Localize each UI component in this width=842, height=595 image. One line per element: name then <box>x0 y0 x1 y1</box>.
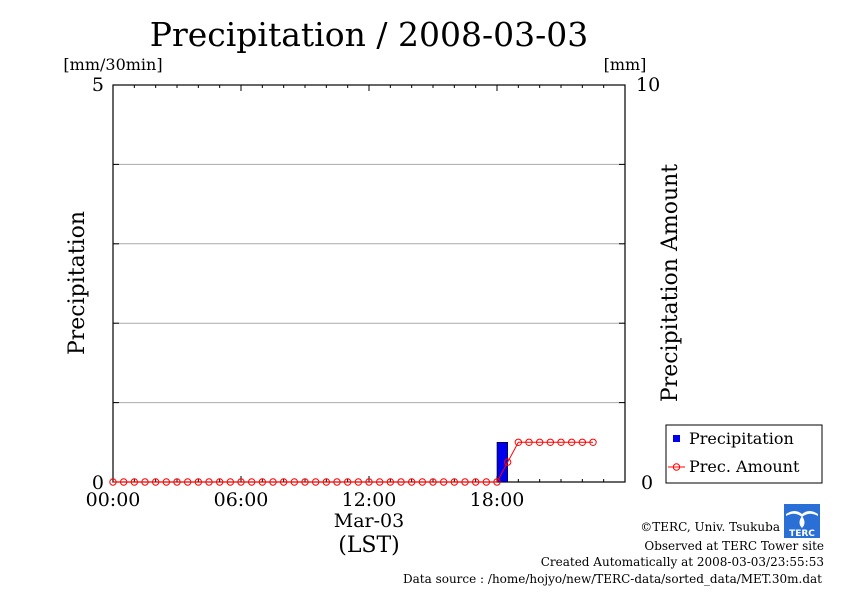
amount-point <box>258 478 267 486</box>
right-axis-unit: [mm] <box>604 55 647 74</box>
amount-point <box>119 478 128 486</box>
amount-point <box>109 478 117 486</box>
left-axis-unit: [mm/30min] <box>63 55 162 74</box>
logo-text: TERC <box>789 529 815 539</box>
plot-frame <box>112 84 626 483</box>
amount-point <box>482 478 491 486</box>
amount-point <box>567 438 576 446</box>
amount-point <box>493 478 501 486</box>
amount-point <box>162 478 171 486</box>
amount-point <box>525 438 533 446</box>
x-tick-1800: 18:00 <box>470 489 525 511</box>
amount-point <box>141 478 149 486</box>
x-tick-1200: 12:00 <box>342 489 397 511</box>
amount-point <box>333 478 341 486</box>
legend-box <box>665 424 823 484</box>
amount-point <box>375 478 384 486</box>
copyright-text: ©TERC, Univ. Tsukuba <box>640 520 780 534</box>
amount-point <box>386 478 395 486</box>
amount-point <box>183 478 192 486</box>
x-date-label: Mar-03 <box>334 510 404 532</box>
amount-point <box>343 478 352 486</box>
amount-point <box>514 438 523 446</box>
observed-text: Observed at TERC Tower site <box>644 539 824 553</box>
drop-icon <box>799 516 805 528</box>
amount-point <box>322 478 331 486</box>
amount-point <box>546 438 555 446</box>
precipitation-bars <box>496 441 508 483</box>
legend-marker-amount <box>672 463 681 471</box>
source-text: Data source : /home/hojyo/new/TERC-data/… <box>403 572 822 586</box>
amount-point <box>471 478 480 486</box>
precipitation-amount-series <box>109 438 597 486</box>
amount-point <box>215 478 224 486</box>
legend-label-precipitation: Precipitation <box>689 429 794 448</box>
amount-point <box>429 478 437 486</box>
amount-point <box>397 478 405 486</box>
legend: Precipitation Prec. Amount <box>665 424 823 484</box>
left-axis-label: Precipitation <box>65 211 90 355</box>
amount-point <box>578 438 587 446</box>
amount-point <box>418 478 427 486</box>
amount-point <box>237 478 245 486</box>
x-tick-0600: 06:00 <box>214 489 269 511</box>
amount-point <box>130 478 139 486</box>
legend-label-amount: Prec. Amount <box>689 457 800 476</box>
precipitation-bar <box>496 441 508 483</box>
amount-point <box>269 478 277 486</box>
chart-title: Precipitation / 2008-03-03 <box>150 15 588 54</box>
amount-point <box>450 478 459 486</box>
right-tick-zero: 0 <box>641 472 653 494</box>
created-text: Created Automatically at 2008-03-03/23:5… <box>541 555 824 569</box>
x-tick-0000: 00:00 <box>86 489 141 511</box>
amount-point <box>461 478 469 486</box>
legend-swatch-precipitation <box>673 435 680 442</box>
amount-point <box>439 478 448 486</box>
left-tick-max: 5 <box>92 74 104 96</box>
amount-point <box>205 478 213 486</box>
amount-point <box>226 478 235 486</box>
amount-point <box>247 478 256 486</box>
right-axis-label: Precipitation Amount <box>658 164 683 402</box>
amount-line <box>113 441 593 483</box>
amount-point <box>407 478 416 486</box>
amount-point <box>290 478 299 486</box>
tick-marks <box>112 84 626 483</box>
amount-point <box>311 478 320 486</box>
amount-point <box>589 438 597 446</box>
left-tick-zero: 0 <box>92 472 104 494</box>
amount-point <box>354 478 363 486</box>
amount-point <box>151 478 160 486</box>
amount-point <box>173 478 181 486</box>
x-axis-unit: (LST) <box>338 533 400 558</box>
gridlines <box>113 163 625 404</box>
terc-logo: TERC <box>784 504 820 539</box>
amount-point <box>557 438 565 446</box>
amount-point <box>194 478 203 486</box>
amount-point <box>365 478 373 486</box>
amount-point <box>503 458 512 466</box>
amount-point <box>301 478 309 486</box>
right-tick-max: 10 <box>636 74 660 96</box>
wave-icon <box>786 511 818 517</box>
amount-point <box>535 438 544 446</box>
amount-point <box>279 478 288 486</box>
